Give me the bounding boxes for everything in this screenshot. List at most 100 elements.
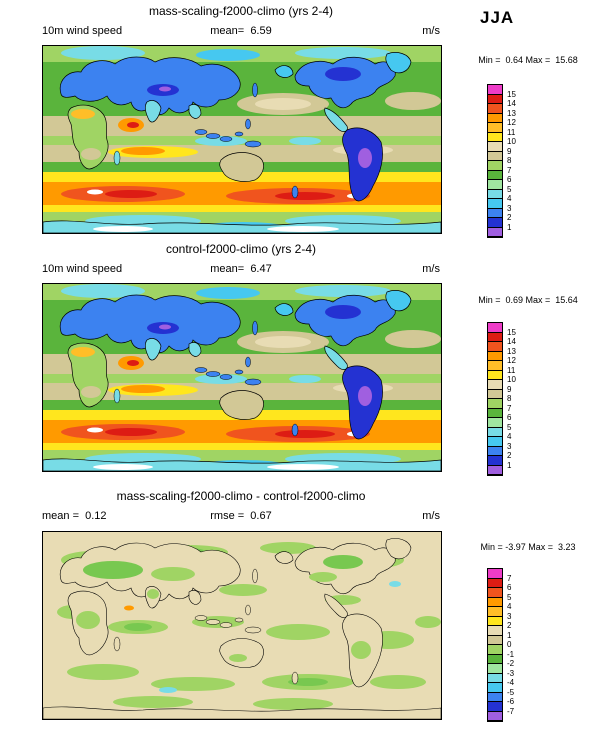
colorbar-cell — [488, 370, 502, 380]
colorbar-cell — [488, 389, 502, 399]
colorbar-tick-label: -5 — [507, 687, 515, 697]
colorbar-cell — [488, 142, 502, 152]
colorbar-cell — [488, 180, 502, 190]
colorbar-tick-label: 4 — [507, 194, 512, 203]
colorbar-cell — [488, 123, 502, 133]
colorbar-tick-label: 15 — [507, 327, 516, 337]
wind-map-artwork — [43, 284, 441, 471]
panel2-mean-label: mean= 6.47 — [210, 263, 272, 275]
colorbar-tick-label: -2 — [507, 659, 515, 668]
colorbar-tick-label: 13 — [507, 108, 516, 118]
colorbar-tick-label: 3 — [507, 611, 512, 621]
colorbar-tick-label: -6 — [507, 697, 515, 706]
colorbar-cell — [488, 692, 502, 702]
colorbar-cell — [488, 342, 502, 352]
colorbar-cell — [488, 104, 502, 114]
panel3-colorbar: 7 6 5 4 3 2 1 0 -1 -2 -3 -4 -5 -6 -7 — [487, 568, 514, 722]
map-panel-mass-scaling — [42, 45, 442, 234]
season-label: JJA — [480, 8, 515, 27]
colorbar-cell — [488, 664, 502, 674]
colorbar-cell — [488, 85, 502, 95]
difference-map-artwork — [43, 532, 441, 719]
colorbar-cell — [488, 711, 502, 721]
colorbar-cell — [488, 199, 502, 209]
colorbar-tick-label: 14 — [507, 99, 516, 108]
colorbar-tick-label: 14 — [507, 337, 516, 346]
map-panel-control — [42, 283, 442, 472]
colorbar-tick-label: 12 — [507, 118, 516, 127]
colorbar-tick-label: 2 — [507, 621, 512, 630]
colorbar-tick-label: 2 — [507, 451, 512, 460]
panel1-units-label: m/s — [422, 25, 440, 37]
colorbar-tick-label: 1 — [507, 460, 512, 470]
panel3-mean-label: mean = 0.12 — [42, 510, 107, 522]
colorbar-tick-label: 3 — [507, 441, 512, 451]
colorbar-cell — [488, 218, 502, 228]
colorbar-tick-label: 13 — [507, 346, 516, 356]
colorbar-tick-label: 9 — [507, 384, 512, 394]
map-panel-difference — [42, 531, 442, 720]
colorbar-cell — [488, 161, 502, 171]
colorbar-tick-label: 15 — [507, 89, 516, 99]
panel2-minmax-label: Min = 0.69 Max = 15.64 — [478, 295, 578, 305]
colorbar-cell — [488, 132, 502, 142]
colorbar-tick-label: 8 — [507, 394, 512, 403]
colorbar-cell — [488, 456, 502, 466]
colorbar-cell — [488, 94, 502, 104]
colorbar-tick-label: 0 — [507, 640, 512, 649]
panel1-title: mass-scaling-f2000-climo (yrs 2-4) — [148, 4, 334, 18]
colorbar-tick-label: 9 — [507, 146, 512, 156]
colorbar-cell — [488, 361, 502, 371]
colorbar-tick-label: 7 — [507, 165, 512, 175]
panel2-title: control-f2000-climo (yrs 2-4) — [165, 242, 317, 256]
panel3-minmax-label: Min = -3.97 Max = 3.23 — [480, 542, 576, 552]
colorbar-tick-label: 11 — [507, 127, 516, 137]
colorbar-cell — [488, 683, 502, 693]
colorbar-cell — [488, 208, 502, 218]
panel3-rmse-label: rmse = 0.67 — [210, 510, 272, 522]
colorbar-cell — [488, 635, 502, 645]
colorbar-tick-label: 6 — [507, 583, 512, 592]
colorbar-cell — [488, 437, 502, 447]
colorbar-cell — [488, 465, 502, 475]
colorbar-cell — [488, 673, 502, 683]
colorbar-tick-label: -1 — [507, 649, 515, 659]
colorbar-tick-label: -4 — [507, 678, 515, 687]
colorbar-cell — [488, 227, 502, 237]
colorbar-cell — [488, 399, 502, 409]
panel3-title: mass-scaling-f2000-climo - control-f2000… — [116, 489, 366, 503]
colorbar-cell — [488, 597, 502, 607]
colorbar-cell — [488, 616, 502, 626]
colorbar-cell — [488, 702, 502, 712]
colorbar-tick-label: 1 — [507, 222, 512, 232]
colorbar-cell — [488, 418, 502, 428]
panel2-units-label: m/s — [422, 263, 440, 275]
colorbar-cell — [488, 626, 502, 636]
colorbar-tick-label: 2 — [507, 213, 512, 222]
colorbar-cell — [488, 578, 502, 588]
colorbar-tick-label: 6 — [507, 413, 512, 422]
colorbar-tick-label: 5 — [507, 184, 512, 194]
wind-map-artwork — [43, 46, 441, 233]
panel1-field-label: 10m wind speed — [42, 25, 123, 37]
colorbar-cell — [488, 170, 502, 180]
colorbar-tick-label: 10 — [507, 375, 516, 384]
panel2-colorbar: 15 14 13 12 11 10 9 8 7 6 5 4 3 2 1 — [487, 322, 516, 476]
colorbar-cell — [488, 427, 502, 437]
colorbar-tick-label: -7 — [507, 706, 515, 716]
colorbar-cell — [488, 654, 502, 664]
colorbar-cell — [488, 323, 502, 333]
colorbar-cell — [488, 380, 502, 390]
colorbar-tick-label: 12 — [507, 356, 516, 365]
colorbar-tick-label: 4 — [507, 432, 512, 441]
colorbar-cell — [488, 113, 502, 123]
colorbar-tick-label: 6 — [507, 175, 512, 184]
colorbar-cell — [488, 408, 502, 418]
panel1-mean-label: mean= 6.59 — [210, 25, 272, 37]
colorbar-tick-label: 7 — [507, 403, 512, 413]
colorbar-tick-label: -3 — [507, 668, 515, 678]
colorbar-tick-label: 5 — [507, 592, 512, 602]
colorbar-cell — [488, 446, 502, 456]
colorbar-tick-label: 7 — [507, 573, 512, 583]
